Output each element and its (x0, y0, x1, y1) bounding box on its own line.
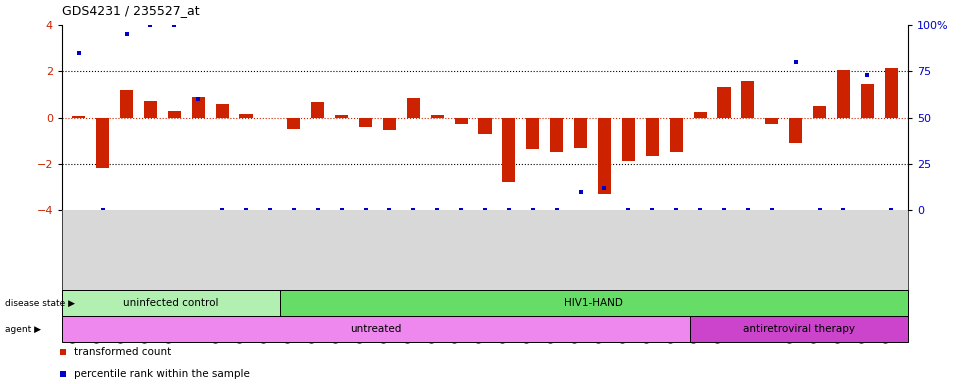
Bar (96, 118, 109, 168)
Bar (837, 70, 850, 118)
Bar (191, 97, 205, 118)
Bar (598, 118, 611, 194)
Bar (765, 118, 779, 124)
Bar (550, 118, 563, 152)
Bar (645, 118, 659, 156)
Bar (574, 118, 587, 147)
Bar (669, 118, 683, 152)
Bar (813, 106, 826, 118)
Bar (789, 118, 802, 143)
Bar (718, 88, 730, 118)
Bar (240, 114, 252, 118)
Bar (120, 90, 133, 118)
Bar (62, 316, 691, 342)
Text: antiretroviral therapy: antiretroviral therapy (743, 324, 855, 334)
Bar (478, 118, 492, 134)
Text: GDS4231 / 235527_at: GDS4231 / 235527_at (62, 4, 200, 17)
Text: untreated: untreated (351, 324, 402, 334)
Bar (694, 112, 707, 118)
Bar (861, 84, 874, 118)
Text: transformed count: transformed count (74, 347, 172, 357)
Bar (279, 290, 908, 316)
Bar (335, 115, 348, 118)
Bar (168, 111, 181, 118)
Bar (359, 118, 372, 127)
Bar (622, 118, 635, 161)
Bar (526, 118, 539, 149)
Bar (407, 98, 420, 118)
Bar (885, 68, 897, 118)
Text: percentile rank within the sample: percentile rank within the sample (74, 369, 250, 379)
Bar (383, 118, 396, 130)
Bar (62, 290, 279, 316)
Bar (741, 81, 754, 118)
Bar (215, 104, 229, 118)
Bar (287, 118, 300, 129)
Bar (691, 316, 908, 342)
Bar (455, 118, 468, 124)
Text: HIV1-HAND: HIV1-HAND (564, 298, 623, 308)
Bar (502, 118, 516, 182)
Text: disease state ▶: disease state ▶ (5, 298, 74, 308)
Bar (431, 115, 443, 118)
Text: agent ▶: agent ▶ (5, 324, 41, 333)
Bar (72, 116, 85, 118)
Bar (311, 103, 325, 118)
Text: uninfected control: uninfected control (123, 298, 218, 308)
Bar (144, 101, 157, 118)
